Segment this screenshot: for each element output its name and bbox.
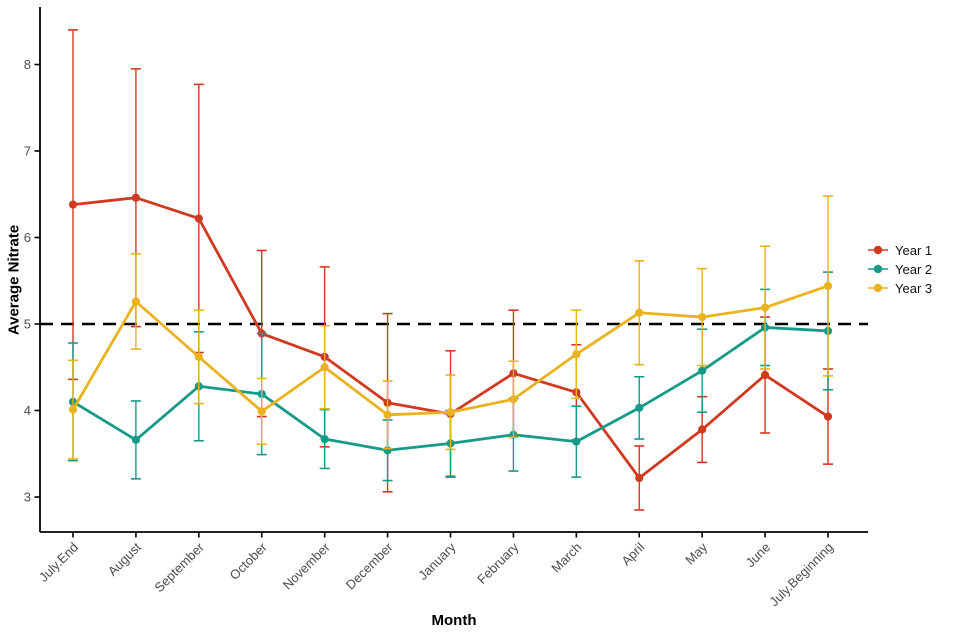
- x-tick-label: June: [743, 540, 774, 571]
- legend-marker-icon: [868, 283, 888, 293]
- data-point: [446, 408, 455, 417]
- x-tick-label: March: [548, 540, 584, 576]
- data-point: [635, 473, 644, 483]
- x-tick-label: April: [618, 539, 647, 568]
- x-tick-label: July.End: [36, 540, 81, 585]
- y-tick-label: 8: [24, 57, 31, 72]
- data-point: [698, 425, 707, 434]
- legend-marker-icon: [868, 264, 888, 274]
- data-point: [320, 363, 329, 372]
- data-point: [68, 405, 78, 414]
- legend: Year 1 Year 2 Year 3: [866, 242, 932, 296]
- data-point: [131, 193, 141, 202]
- legend-marker-icon: [868, 245, 888, 255]
- data-point: [698, 366, 707, 375]
- data-point: [572, 437, 581, 446]
- legend-item-year-2: Year 2: [866, 261, 932, 277]
- data-point: [320, 434, 329, 444]
- y-tick-label: 7: [24, 144, 31, 159]
- data-point: [257, 407, 266, 416]
- y-tick-label: 6: [24, 230, 31, 245]
- x-tick-label: July.Beginning: [766, 540, 836, 610]
- data-point: [698, 312, 707, 322]
- x-tick-label: February: [474, 539, 522, 587]
- series-year-3: [68, 195, 834, 460]
- data-point: [131, 435, 141, 445]
- legend-label: Year 1: [895, 242, 933, 258]
- legend-label: Year 2: [895, 261, 933, 277]
- x-axis: July.End August September October November De…: [36, 531, 868, 610]
- legend-item-year-1: Year 1: [866, 242, 932, 258]
- data-point: [572, 350, 581, 359]
- data-point: [194, 214, 203, 223]
- data-point: [131, 297, 141, 306]
- data-point: [194, 352, 203, 361]
- x-tick-label: May: [682, 539, 710, 567]
- data-point: [635, 308, 644, 317]
- y-axis: 3 4 5 6 7 8: [24, 7, 41, 532]
- data-point: [823, 281, 833, 291]
- y-tick-label: 4: [24, 403, 31, 418]
- data-point: [383, 410, 392, 419]
- data-point: [760, 303, 770, 312]
- data-point: [68, 200, 78, 209]
- x-tick-label: December: [343, 539, 396, 592]
- x-axis-title: Month: [431, 612, 477, 629]
- data-point: [509, 395, 518, 404]
- y-tick-label: 3: [24, 490, 31, 505]
- x-tick-label: October: [227, 539, 271, 583]
- data-point: [635, 403, 644, 413]
- y-axis-title: Average Nitrate: [5, 224, 23, 336]
- legend-item-year-3: Year 3: [866, 280, 932, 296]
- x-tick-label: August: [105, 539, 144, 578]
- x-tick-label: January: [415, 539, 459, 583]
- y-tick-label: 5: [24, 317, 31, 332]
- x-tick-label: September: [151, 539, 207, 595]
- data-point: [823, 412, 833, 421]
- legend-label: Year 3: [895, 280, 933, 296]
- x-tick-label: November: [280, 539, 333, 592]
- data-point: [760, 370, 770, 380]
